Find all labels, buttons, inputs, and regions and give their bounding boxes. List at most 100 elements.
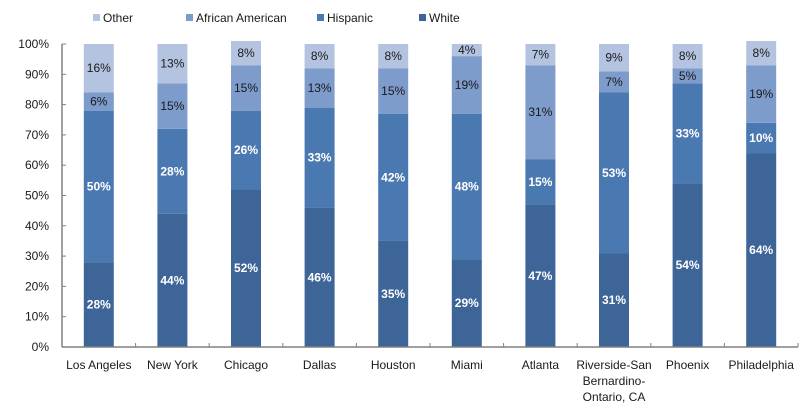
bars: 28% 50% 6% 16% 44% 28% 15% 13% 52% 26% 15% 8% 46% 33%… <box>83 40 777 347</box>
y-tick-label: 90% <box>25 67 49 81</box>
data-label-african-american: 19% <box>455 78 479 92</box>
legend-swatch-other <box>93 14 100 21</box>
data-label-hispanic: 42% <box>381 170 405 184</box>
legend: Other African American Hispanic White <box>93 11 460 25</box>
bar-segment-hispanic <box>83 110 114 263</box>
data-label-white: 52% <box>234 261 258 275</box>
data-label-other: 8% <box>385 49 403 63</box>
x-tick-label: Los Angeles <box>66 358 131 372</box>
data-label-hispanic: 50% <box>87 179 111 193</box>
legend-label-white: White <box>429 11 460 25</box>
bar-segment-other <box>672 44 703 69</box>
data-label-hispanic: 33% <box>308 151 332 165</box>
bar-group-houston: 35% 42% 15% 8% <box>378 44 409 347</box>
bar-segment-other <box>599 44 629 72</box>
y-tick-label: 0% <box>32 340 50 354</box>
data-label-white: 28% <box>87 298 111 312</box>
data-label-african-american: 7% <box>605 75 623 89</box>
data-label-other: 13% <box>160 57 184 71</box>
data-label-white: 47% <box>528 269 552 283</box>
data-label-other: 9% <box>605 51 623 65</box>
y-tick-label: 60% <box>25 158 49 172</box>
x-tick-label: New York <box>147 358 199 372</box>
data-label-white: 54% <box>676 258 700 272</box>
data-label-white: 64% <box>749 243 773 257</box>
y-tick-label: 20% <box>25 279 49 293</box>
bar-segment-african-american <box>746 65 777 123</box>
x-tick-label: Atlanta <box>522 358 560 372</box>
data-label-other: 8% <box>753 46 771 60</box>
bar-segment-hispanic <box>525 159 556 205</box>
bar-segment-african-american <box>599 71 629 93</box>
x-tick-label: Riverside-San Bernardino-Ontario, CA <box>576 358 651 404</box>
bar-segment-hispanic <box>672 83 703 184</box>
bar-segment-hispanic <box>304 107 335 208</box>
bar-group-atlanta: 47% 15% 31% 7% <box>525 44 556 347</box>
bar-segment-african-american <box>525 65 556 160</box>
x-tick-label: Houston <box>371 358 416 372</box>
bar-segment-african-american <box>378 68 409 114</box>
bar-segment-other <box>451 44 482 57</box>
data-label-african-american: 6% <box>90 95 108 109</box>
bar-segment-hispanic <box>599 92 629 254</box>
data-label-white: 44% <box>160 273 184 287</box>
bar-group-new-york: 44% 28% 15% 13% <box>157 44 188 347</box>
data-label-white: 31% <box>602 293 626 307</box>
bar-segment-other <box>304 44 335 69</box>
x-tick-label: Philadelphia <box>729 358 795 372</box>
legend-swatch-african-american <box>186 14 193 21</box>
bar-group-dallas: 46% 33% 13% 8% <box>304 44 335 347</box>
bar-segment-white <box>599 253 629 347</box>
data-label-white: 46% <box>308 270 332 284</box>
data-label-african-american: 15% <box>234 81 258 95</box>
bar-segment-white <box>157 213 188 347</box>
legend-label-hispanic: Hispanic <box>327 11 373 25</box>
legend-swatch-hispanic <box>317 14 324 21</box>
bar-segment-hispanic <box>157 128 188 214</box>
bar-segment-african-american <box>451 56 482 114</box>
bar-segment-african-american <box>157 83 188 129</box>
bar-group-chicago: 52% 26% 15% 8% <box>231 40 261 347</box>
bar-segment-other <box>231 40 261 66</box>
bar-segment-other <box>525 44 556 66</box>
data-label-hispanic: 53% <box>602 166 626 180</box>
bar-group-miami: 29% 48% 19% 4% <box>451 43 482 347</box>
data-label-other: 4% <box>458 43 476 57</box>
data-label-other: 8% <box>311 49 329 63</box>
bar-segment-white <box>83 262 114 347</box>
y-tick-label: 80% <box>25 98 49 112</box>
bar-segment-white <box>746 153 777 347</box>
bar-segment-hispanic <box>746 122 777 154</box>
bar-segment-african-american <box>83 92 114 111</box>
legend-item-hispanic: Hispanic <box>317 11 373 25</box>
data-label-hispanic: 28% <box>160 164 184 178</box>
y-tick-label: 100% <box>18 37 49 51</box>
bar-segment-other <box>746 40 777 66</box>
bar-segment-other <box>157 44 188 84</box>
legend-swatch-white <box>419 14 426 21</box>
y-tick-label: 30% <box>25 249 49 263</box>
legend-label-other: Other <box>103 11 133 25</box>
legend-label-african-american: African American <box>196 11 287 25</box>
bar-segment-white <box>525 204 556 347</box>
legend-item-african-american: African American <box>186 11 287 25</box>
y-tick-label: 50% <box>25 189 49 203</box>
x-tick-label: Chicago <box>224 358 268 372</box>
x-tick-label: Dallas <box>303 358 336 372</box>
data-label-other: 8% <box>679 49 697 63</box>
bar-segment-hispanic <box>231 110 261 190</box>
y-tick-label: 40% <box>25 219 49 233</box>
bar-group-riverside-san-bernardino-ontario-ca: 31% 53% 7% 9% <box>599 44 629 347</box>
data-label-african-american: 31% <box>528 105 552 119</box>
legend-item-other: Other <box>93 11 133 25</box>
data-label-other: 7% <box>532 48 550 62</box>
bar-segment-african-american <box>231 65 261 111</box>
data-label-white: 35% <box>381 287 405 301</box>
bar-segment-white <box>672 183 703 347</box>
bar-segment-hispanic <box>378 113 409 241</box>
data-label-other: 16% <box>87 61 111 75</box>
x-axis: Los Angeles New York Chicago Dallas Houston M… <box>62 343 799 404</box>
data-label-hispanic: 10% <box>749 131 773 145</box>
bar-segment-white <box>231 189 261 347</box>
bar-segment-hispanic <box>451 113 482 260</box>
